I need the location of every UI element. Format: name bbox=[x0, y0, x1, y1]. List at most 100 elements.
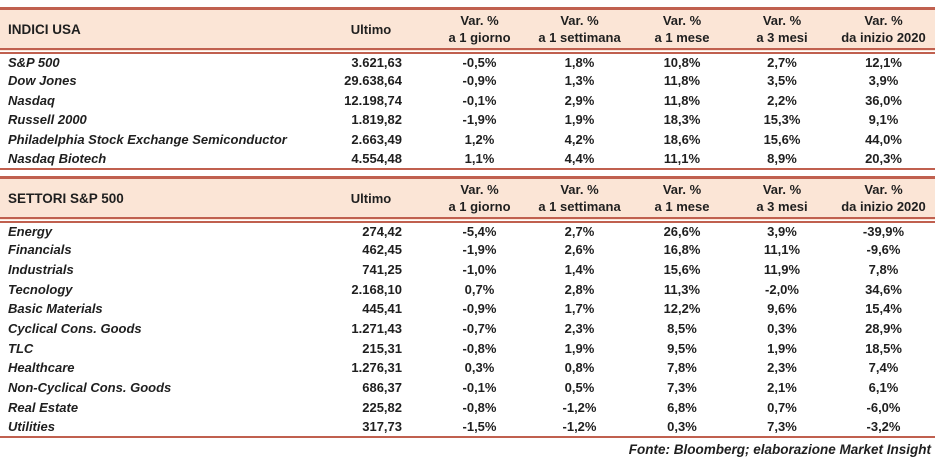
column-header-var: Var. % a 3 mesi bbox=[732, 176, 832, 224]
var-percent-value: 2,7% bbox=[767, 54, 797, 70]
var-percent-value: 7,3% bbox=[667, 379, 697, 395]
var-percent-value: -0,5% bbox=[462, 54, 497, 70]
var-percent-value: 4,4% bbox=[564, 151, 595, 167]
var-percent-value: 15,6% bbox=[763, 132, 801, 148]
ultimo-value: 741,25 bbox=[362, 261, 402, 277]
section-title: SETTORI S&P 500 bbox=[0, 176, 340, 224]
var-percent-value: 7,8% bbox=[868, 261, 899, 277]
header-row: INDICI USA Ultimo Var. % a 1 giorno Var. % a … bbox=[0, 7, 935, 54]
column-header-var: Var. % a 1 giorno bbox=[432, 176, 527, 224]
var-percent-value: 4,2% bbox=[564, 132, 595, 148]
row-label: Cyclical Cons. Goods bbox=[8, 320, 142, 336]
var-percent-value: -9,6% bbox=[866, 242, 901, 258]
ultimo-value: 1.276,31 bbox=[351, 360, 402, 376]
var-percent-value: 1,4% bbox=[564, 261, 595, 277]
table-row: Russell 2000 1.819,82 -1,9% 1,9% 18,3% 15,3% 9… bbox=[0, 110, 935, 130]
column-header-ultimo: Ultimo bbox=[340, 176, 432, 224]
var-percent-value: 7,4% bbox=[868, 360, 899, 376]
var-percent-value: 0,3% bbox=[767, 320, 797, 336]
ultimo-value: 274,42 bbox=[362, 223, 402, 239]
table-indici-usa: INDICI USA Ultimo Var. % a 1 giorno Var. % a … bbox=[0, 7, 935, 170]
source-note: Fonte: Bloomberg; elaborazione Market In… bbox=[628, 441, 931, 457]
var-percent-value: 9,6% bbox=[767, 301, 797, 317]
ultimo-value: 2.168,10 bbox=[351, 281, 402, 297]
var-percent-value: 2,6% bbox=[564, 242, 595, 258]
var-percent-value: 20,3% bbox=[865, 151, 902, 167]
row-label: TLC bbox=[8, 340, 34, 356]
var-percent-value: 28,9% bbox=[865, 320, 902, 336]
var-percent-value: 1,7% bbox=[564, 301, 595, 317]
var-percent-value: 8,5% bbox=[667, 320, 697, 336]
column-header-var: Var. % a 1 mese bbox=[632, 7, 732, 54]
var-percent-value: 15,6% bbox=[663, 261, 701, 277]
var-percent-value: -0,9% bbox=[462, 301, 497, 317]
table-row: Real Estate 225,82 -0,8% -1,2% 6,8% 0,7% -6,0% bbox=[0, 397, 935, 417]
var-percent-value: 11,1% bbox=[663, 151, 701, 167]
row-label: Utilities bbox=[8, 418, 55, 434]
column-header-var: Var. % a 1 mese bbox=[632, 176, 732, 224]
table-row: Nasdaq 12.198,74 -0,1% 2,9% 11,8% 2,2% 36,0% bbox=[0, 90, 935, 110]
var-percent-value: 0,3% bbox=[464, 360, 495, 376]
var-percent-value: -0,1% bbox=[462, 92, 497, 108]
table-settori-sp500: SETTORI S&P 500 Ultimo Var. % a 1 giorno Var… bbox=[0, 176, 935, 438]
row-label: S&P 500 bbox=[8, 54, 60, 70]
column-header-var: Var. % a 3 mesi bbox=[732, 7, 832, 54]
var-percent-value: -5,4% bbox=[462, 223, 497, 239]
ultimo-value: 462,45 bbox=[362, 242, 402, 258]
var-percent-value: -1,5% bbox=[462, 418, 497, 434]
var-percent-value: 2,9% bbox=[564, 92, 595, 108]
ultimo-value: 215,31 bbox=[362, 340, 402, 356]
var-percent-value: 0,7% bbox=[767, 399, 797, 415]
var-percent-value: -1,2% bbox=[562, 399, 597, 415]
table-row: Healthcare 1.276,31 0,3% 0,8% 7,8% 2,3% 7,4% bbox=[0, 358, 935, 378]
var-percent-value: 11,8% bbox=[663, 92, 701, 108]
row-label: Non-Cyclical Cons. Goods bbox=[8, 379, 172, 395]
table-row: Industrials 741,25 -1,0% 1,4% 15,6% 11,9% 7,8% bbox=[0, 260, 935, 280]
var-percent-value: 18,5% bbox=[865, 340, 902, 356]
var-percent-value: 36,0% bbox=[865, 92, 902, 108]
var-percent-value: 1,9% bbox=[767, 340, 797, 356]
table-row: S&P 500 3.621,63 -0,5% 1,8% 10,8% 2,7% 12,1% bbox=[0, 51, 935, 71]
var-percent-value: 9,1% bbox=[868, 112, 899, 128]
var-percent-value: 2,3% bbox=[767, 360, 797, 376]
table-row: Financials 462,45 -1,9% 2,6% 16,8% 11,1% -9,6% bbox=[0, 240, 935, 260]
var-percent-value: 11,1% bbox=[763, 242, 801, 258]
column-header-var: Var. % da inizio 2020 bbox=[832, 7, 935, 54]
var-percent-value: 7,8% bbox=[667, 360, 697, 376]
var-percent-value: 15,3% bbox=[763, 112, 801, 128]
var-percent-value: 0,8% bbox=[564, 360, 595, 376]
var-percent-value: 11,9% bbox=[763, 261, 801, 277]
row-label: Real Estate bbox=[8, 399, 79, 415]
row-label: Financials bbox=[8, 242, 72, 258]
var-percent-value: 10,8% bbox=[663, 54, 701, 70]
var-percent-value: 11,8% bbox=[663, 73, 701, 89]
var-percent-value: 0,3% bbox=[667, 418, 697, 434]
column-header-var: Var. % a 1 giorno bbox=[432, 7, 527, 54]
var-percent-value: 18,6% bbox=[663, 132, 701, 148]
table-row: Nasdaq Biotech 4.554,48 1,1% 4,4% 11,1% 8,9% 2… bbox=[0, 149, 935, 169]
var-percent-value: 3,9% bbox=[767, 223, 797, 239]
row-label: Nasdaq bbox=[8, 92, 55, 108]
var-percent-value: 2,2% bbox=[767, 92, 797, 108]
var-percent-value: 34,6% bbox=[865, 281, 902, 297]
ultimo-value: 2.663,49 bbox=[351, 132, 402, 148]
var-percent-value: 12,2% bbox=[663, 301, 701, 317]
row-label: Tecnology bbox=[8, 281, 73, 297]
ultimo-value: 1.819,82 bbox=[351, 112, 402, 128]
var-percent-value: -0,9% bbox=[462, 73, 497, 89]
var-percent-value: 3,5% bbox=[767, 73, 797, 89]
var-percent-value: 18,3% bbox=[663, 112, 701, 128]
var-percent-value: -0,1% bbox=[462, 379, 497, 395]
var-percent-value: 11,3% bbox=[663, 281, 701, 297]
var-percent-value: -2,0% bbox=[765, 281, 799, 297]
var-percent-value: 6,8% bbox=[667, 399, 697, 415]
ultimo-value: 4.554,48 bbox=[351, 151, 402, 167]
column-header-var: Var. % a 1 settimana bbox=[527, 7, 632, 54]
ultimo-value: 445,41 bbox=[362, 301, 402, 317]
row-label: Industrials bbox=[8, 261, 74, 277]
table-row: Utilities 317,73 -1,5% -1,2% 0,3% 7,3% -3,2% bbox=[0, 417, 935, 437]
row-label: Basic Materials bbox=[8, 301, 103, 317]
var-percent-value: 3,9% bbox=[868, 73, 899, 89]
var-percent-value: -1,9% bbox=[462, 242, 497, 258]
var-percent-value: 12,1% bbox=[865, 54, 902, 70]
